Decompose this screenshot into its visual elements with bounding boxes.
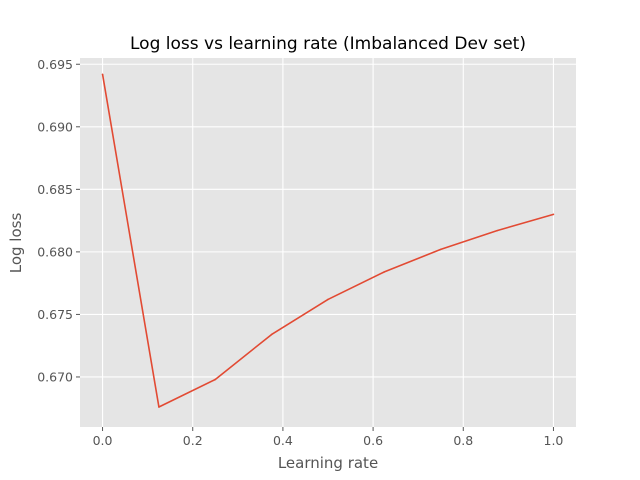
x-tick-label: 0.6 bbox=[363, 433, 383, 448]
x-axis-label: Learning rate bbox=[278, 454, 378, 472]
chart-title: Log loss vs learning rate (Imbalanced De… bbox=[130, 34, 526, 54]
data-point bbox=[158, 406, 160, 408]
x-tick-label: 0.8 bbox=[453, 433, 473, 448]
y-tick-label: 0.680 bbox=[37, 244, 73, 259]
data-point bbox=[327, 298, 329, 301]
axis-ticks: 0.0 0.2 0.4 0.6 0.8 1.0 0.670 0.675 0.680 0.685 0.… bbox=[37, 57, 563, 448]
y-tick-label: 0.675 bbox=[37, 307, 73, 322]
data-point bbox=[214, 378, 217, 381]
data-point bbox=[270, 333, 273, 336]
data-point bbox=[496, 229, 498, 232]
data-point bbox=[552, 213, 555, 216]
y-axis-label: Log loss bbox=[7, 213, 25, 274]
x-tick-label: 0.0 bbox=[93, 433, 113, 448]
x-tick-label: 1.0 bbox=[544, 433, 564, 448]
y-tick-label: 0.695 bbox=[37, 57, 73, 72]
y-tick-label: 0.685 bbox=[37, 182, 73, 197]
series-layer bbox=[101, 73, 555, 408]
data-point bbox=[101, 73, 104, 76]
plot-area bbox=[80, 58, 576, 427]
data-point bbox=[439, 248, 442, 251]
y-tick-label: 0.670 bbox=[37, 369, 73, 384]
x-tick-label: 0.4 bbox=[273, 433, 293, 448]
x-tick-label: 0.2 bbox=[183, 433, 203, 448]
y-tick-label: 0.690 bbox=[37, 119, 73, 134]
data-point bbox=[383, 271, 386, 273]
